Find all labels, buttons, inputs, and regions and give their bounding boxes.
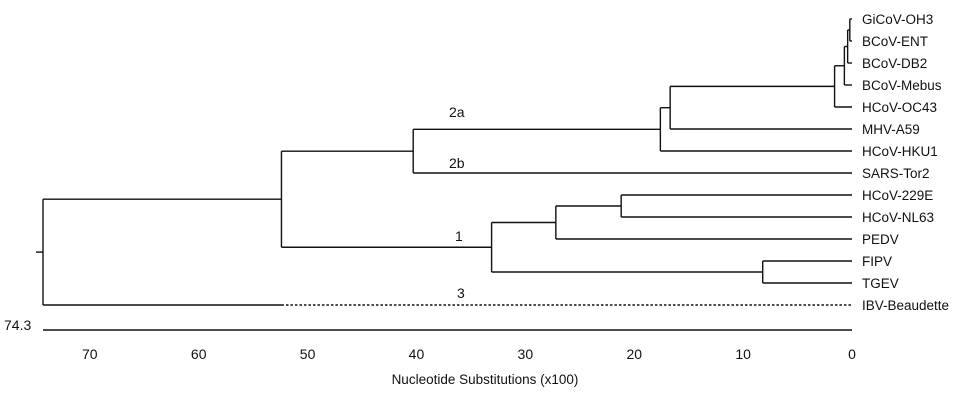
tick-label: 70 (82, 346, 98, 362)
tick-label: 10 (735, 346, 751, 362)
taxon-label: PEDV (862, 232, 899, 247)
taxon-label: HCoV-229E (862, 188, 933, 203)
taxon-label: MHV-A59 (862, 122, 920, 137)
taxon-label: IBV-Beaudette (862, 298, 949, 313)
taxon-label: HCoV-NL63 (862, 210, 934, 225)
taxon-label: TGEV (862, 276, 899, 291)
tick-label: 60 (191, 346, 207, 362)
taxon-label: BCoV-DB2 (862, 56, 927, 71)
clade-label-1: 1 (455, 228, 463, 244)
tick-label: 0 (848, 346, 856, 362)
axis-title: Nucleotide Substitutions (x100) (392, 372, 579, 387)
tree-branches (36, 18, 852, 306)
taxon-label: HCoV-OC43 (862, 100, 937, 115)
tick-label: 20 (626, 346, 642, 362)
clade-label-3: 3 (457, 285, 465, 301)
taxon-label: BCoV-ENT (862, 34, 928, 49)
taxon-label: HCoV-HKU1 (862, 144, 938, 159)
tick-labels: 70 60 50 40 30 20 10 0 (82, 346, 856, 362)
taxon-label: FIPV (862, 254, 892, 269)
clade-label-2a: 2a (449, 104, 465, 120)
taxon-labels: GiCoV-OH3 BCoV-ENT BCoV-DB2 BCoV-Mebus H… (862, 12, 949, 313)
clade-label-2b: 2b (449, 155, 465, 171)
tick-label: 30 (518, 346, 534, 362)
taxon-label: BCoV-Mebus (862, 78, 942, 93)
root-depth-label: 74.3 (4, 317, 31, 333)
taxon-label: GiCoV-OH3 (862, 12, 933, 27)
tick-label: 50 (300, 346, 316, 362)
tick-label: 40 (409, 346, 425, 362)
taxon-label: SARS-Tor2 (862, 166, 930, 181)
scale-axis: 74.3 70 60 50 40 30 20 10 0 Nucleotide Substitu… (4, 317, 856, 387)
